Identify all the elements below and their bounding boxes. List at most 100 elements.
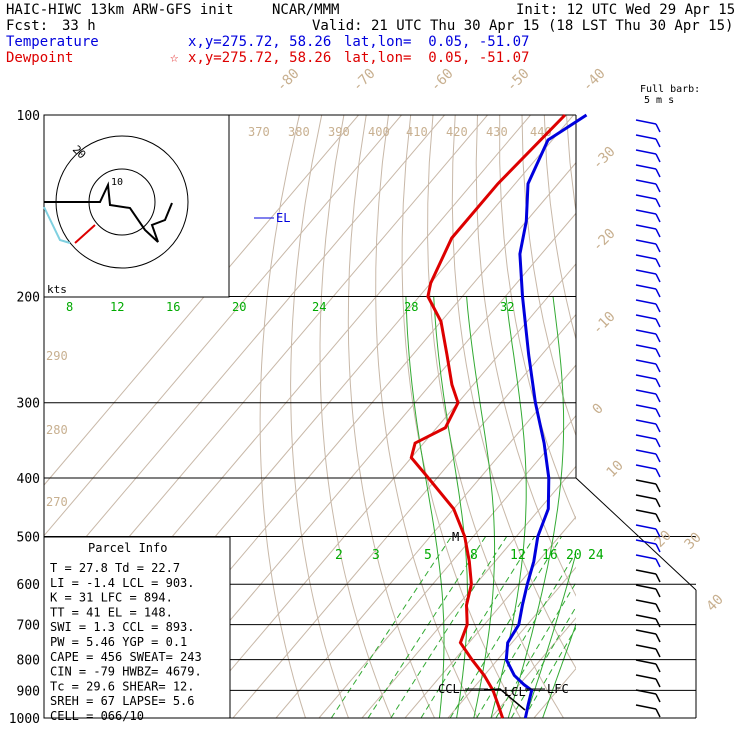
wind-barb xyxy=(635,209,657,215)
mixing-ratio-line xyxy=(476,551,576,718)
isotherm-label: 40 xyxy=(704,592,727,615)
wind-barb xyxy=(635,644,657,650)
pressure-tick-label: 900 xyxy=(17,684,40,699)
mixing-ratio-label: 16 xyxy=(542,548,558,563)
level-annotation: LCL xyxy=(504,685,526,699)
wind-barb xyxy=(635,134,657,140)
wind-barb-tick xyxy=(655,393,661,403)
isotherm-label: 30 xyxy=(682,530,705,553)
wind-barb xyxy=(635,434,657,440)
wind-barb-tick xyxy=(655,513,661,523)
wind-barb-tick xyxy=(655,363,661,373)
wind-barb-tick xyxy=(655,273,661,283)
wind-barb-tick xyxy=(655,213,661,223)
parcel-ascent-line xyxy=(483,688,526,711)
hodo-inner-label: 10 xyxy=(111,177,123,188)
dry-adiabat-line xyxy=(700,115,740,718)
wind-barb xyxy=(635,569,657,575)
moist-adiabat-label: 32 xyxy=(500,300,514,314)
dry-adiabat-line xyxy=(722,115,740,718)
isotherm-label: -20 xyxy=(590,226,619,255)
wind-barb xyxy=(635,554,657,560)
wind-barb xyxy=(635,299,657,305)
mixing-ratio-label: 3 xyxy=(372,548,380,563)
dry-adiabat-line xyxy=(499,115,576,521)
isotherm-label: 20 xyxy=(652,528,675,551)
wind-barb xyxy=(635,164,657,170)
theta-label: 370 xyxy=(248,125,270,139)
hodo-trace-lower xyxy=(43,206,71,244)
dry-adiabat-line xyxy=(401,115,521,718)
wind-barb xyxy=(635,119,657,125)
dry-adiabat-line xyxy=(543,115,576,341)
pressure-tick-label: 500 xyxy=(17,530,40,545)
wind-barb xyxy=(635,359,657,365)
parcel-info-row: CELL = 066/10 xyxy=(50,709,144,723)
wind-barb xyxy=(635,254,657,260)
wind-barb-tick xyxy=(655,663,661,673)
dewpoint-profile xyxy=(409,113,567,719)
parcel-info-row: SWI = 1.3 CCL = 893. xyxy=(50,620,195,634)
wind-barb-tick xyxy=(655,693,661,703)
isotherm-line xyxy=(146,212,576,718)
dewpoint-marker-icon: ☆ xyxy=(170,50,179,66)
parcel-info-row: TT = 41 EL = 148. xyxy=(50,605,173,619)
wind-barb-tick xyxy=(655,633,661,643)
isotherm-line xyxy=(533,667,576,718)
wind-barb-tick xyxy=(655,438,661,448)
moist-adiabat-label: 24 xyxy=(312,300,326,314)
isotherm-label: -50 xyxy=(504,66,533,95)
mixing-ratio-label: 2 xyxy=(335,548,343,563)
dry-adiabat-line xyxy=(589,115,740,718)
temperature-xy: x,y=275.72, 58.26 xyxy=(188,34,332,50)
moist-adiabat-label: 16 xyxy=(166,300,180,314)
dewpoint-xy: x,y=275.72, 58.26 xyxy=(188,50,332,66)
isotherm-line xyxy=(44,115,402,537)
dry-adiabat-line xyxy=(319,115,392,718)
level-annotation: LFC xyxy=(547,682,569,696)
wind-barb xyxy=(635,449,657,455)
theta-side-label: 280 xyxy=(46,423,68,437)
wind-barb-tick xyxy=(655,258,661,268)
mixing-ratio-label: 12 xyxy=(510,548,526,563)
mixing-ratio-label: 24 xyxy=(588,548,604,563)
dry-adiabat-line xyxy=(678,115,740,718)
wind-barb-tick xyxy=(655,603,661,613)
dry-adiabat-line xyxy=(451,115,576,670)
dry-adiabat-line xyxy=(375,115,478,718)
isotherm-line xyxy=(44,115,359,486)
wind-barb-tick xyxy=(655,333,661,343)
wind-barb-tick xyxy=(655,348,661,358)
moist-adiabat-line xyxy=(466,296,496,718)
wind-barb-tick xyxy=(655,558,661,568)
wind-barb xyxy=(635,464,657,470)
dry-adiabat-line xyxy=(521,115,576,437)
wind-barb-tick xyxy=(655,528,661,538)
pressure-tick-label: 400 xyxy=(17,472,40,487)
theta-label: 430 xyxy=(486,125,508,139)
fcst-hours: 33 h xyxy=(62,18,96,34)
mixing-ratio-label: 5 xyxy=(424,548,432,563)
wind-barb xyxy=(635,389,657,395)
wind-barb-tick xyxy=(655,153,661,163)
hodograph: 20 10 kts xyxy=(43,114,230,298)
wind-barb xyxy=(635,704,657,710)
wind-barb xyxy=(635,479,657,485)
moist-adiabat-line xyxy=(490,296,527,718)
theta-side-label: 270 xyxy=(46,495,68,509)
moist-adiabat-label: 8 xyxy=(66,300,73,314)
theta-label: 380 xyxy=(288,125,310,139)
wind-barb-tick xyxy=(655,453,661,463)
hodo-kts-label: kts xyxy=(47,283,67,296)
wind-barb-tick xyxy=(655,243,661,253)
dry-adiabat-line xyxy=(347,115,435,718)
wind-barb-tick xyxy=(655,408,661,418)
isotherm-line xyxy=(44,115,445,588)
parcel-info-title: Parcel Info xyxy=(88,541,167,555)
wind-barb-tick xyxy=(655,648,661,658)
isotherm-label: 0 xyxy=(590,401,607,418)
parcel-info-row: CIN = -79 HWBZ= 4679. xyxy=(50,665,202,679)
theta-label: 420 xyxy=(446,125,468,139)
moist-adiabat-label: 28 xyxy=(404,300,418,314)
wind-barb xyxy=(635,614,657,620)
